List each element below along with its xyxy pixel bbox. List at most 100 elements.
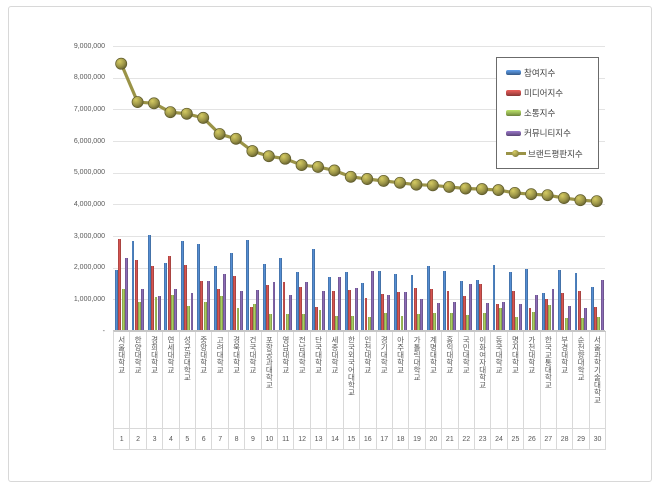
bar-participation-index [180, 241, 184, 330]
category-label: 경희대학교 [147, 332, 164, 428]
bar-media-index [528, 307, 532, 330]
bar-series-area [113, 46, 605, 330]
category-slot [408, 46, 424, 330]
line-marker [279, 152, 292, 165]
chart-frame: 9,000,000 8,000,000 7,000,000 6,000,000 5,00… [8, 6, 652, 482]
y-axis-tick-label: 8,000,000 [73, 74, 105, 82]
category-label-text: 계명대학교 [428, 336, 438, 374]
category-label: 영남대학교 [278, 332, 295, 428]
category-label-text: 인천대학교 [363, 336, 373, 374]
bar-media-index [397, 291, 401, 330]
bar-participation-index [312, 248, 315, 330]
legend-item-media-index: 미디어지수 [506, 87, 593, 98]
line-marker [328, 164, 341, 177]
category-slot [146, 46, 162, 330]
rank-label: 18 [393, 429, 410, 449]
category-slot [277, 46, 293, 330]
rank-label: 2 [130, 429, 147, 449]
category-label-text: 고려대학교 [215, 336, 225, 374]
category-label: 부경대학교 [557, 332, 574, 428]
line-marker [426, 179, 439, 192]
bar-participation-index [459, 281, 463, 330]
category-label: 한국외국어대학교 [344, 332, 361, 428]
category-label-text: 명지대학교 [510, 336, 520, 374]
category-label: 고려대학교 [212, 332, 229, 428]
bar-participation-index [262, 263, 266, 330]
line-marker [180, 107, 193, 120]
category-label-text: 한양대학교 [133, 336, 143, 374]
y-axis-tick-label: 6,000,000 [73, 137, 105, 145]
line-marker [394, 176, 406, 189]
bar-participation-index [295, 272, 299, 330]
rank-label: 5 [180, 429, 197, 449]
bar-communication-index [564, 317, 568, 330]
y-axis: 9,000,000 8,000,000 7,000,000 6,000,000 5,00… [37, 43, 105, 336]
rank-label: 8 [229, 429, 246, 449]
bar-community-index [223, 273, 227, 330]
legend-swatch-media-index [506, 90, 521, 96]
legend-item-brand-reputation-index: 브랜드평판지수 [506, 148, 593, 159]
bar-participation-index [344, 272, 348, 330]
y-axis-tick-label: 7,000,000 [73, 105, 105, 113]
bar-community-index [567, 305, 571, 330]
bar-participation-index [131, 241, 135, 330]
bar-media-index [380, 293, 384, 330]
bar-participation-index [246, 240, 250, 330]
category-slot [572, 46, 588, 330]
bar-communication-index [548, 304, 552, 330]
category-label: 이화여자대학교 [475, 332, 492, 428]
bar-media-index [216, 288, 220, 330]
rank-label: 11 [278, 429, 295, 449]
category-slot [162, 46, 178, 330]
bar-participation-index [410, 275, 414, 330]
bar-media-index [462, 296, 466, 330]
bar-media-index [298, 287, 302, 330]
bar-communication-index [499, 308, 502, 330]
category-label: 동국대학교 [491, 332, 508, 428]
bar-media-index [184, 265, 187, 330]
bar-community-index [387, 294, 391, 330]
line-marker [344, 170, 357, 183]
line-marker [525, 188, 538, 201]
legend-swatch-communication-index [506, 110, 521, 116]
bar-participation-index [541, 292, 545, 330]
bar-community-index [256, 290, 260, 330]
legend-line-marker-icon [506, 149, 526, 158]
grid-line [113, 299, 605, 301]
grid-line [113, 267, 605, 269]
rank-label: 27 [541, 429, 557, 449]
rank-label: 22 [459, 429, 475, 449]
bar-community-index [584, 307, 588, 330]
bar-media-index [577, 291, 581, 330]
category-label-text: 한국교통대학교 [543, 336, 553, 389]
legend-item-community-index: 커뮤니티지수 [506, 128, 593, 139]
category-label: 세종대학교 [327, 332, 344, 428]
rank-label: 23 [475, 429, 492, 449]
bar-media-index [446, 290, 450, 330]
line-marker [148, 97, 160, 110]
line-series-brand-reputation-index [115, 57, 603, 208]
line-marker [197, 111, 210, 124]
bar-media-index [364, 298, 368, 330]
bar-participation-index [230, 253, 233, 330]
bar-participation-index [197, 243, 201, 330]
bar-communication-index [154, 296, 158, 330]
bar-communication-index [531, 311, 535, 330]
bar-community-index [206, 281, 210, 330]
category-slot [195, 46, 211, 330]
category-slot [425, 46, 441, 330]
line-marker [312, 161, 324, 173]
category-slot [556, 46, 572, 330]
bar-communication-index [417, 313, 420, 330]
line-marker [558, 192, 570, 204]
category-slot [343, 46, 359, 330]
bar-media-index [249, 307, 253, 330]
bar-communication-index [269, 314, 273, 330]
line-marker [443, 180, 456, 193]
rank-axis: 1 2 3 4 5 6 7 8 9 10 11 12 13 14 15 16 17 18 19 20 21 22 23 24 2… [113, 429, 607, 450]
bar-participation-index [328, 277, 332, 330]
bar-communication-index [187, 305, 191, 330]
bar-media-index [594, 306, 598, 330]
bar-participation-index [525, 268, 529, 330]
category-label: 아주대학교 [393, 332, 410, 428]
